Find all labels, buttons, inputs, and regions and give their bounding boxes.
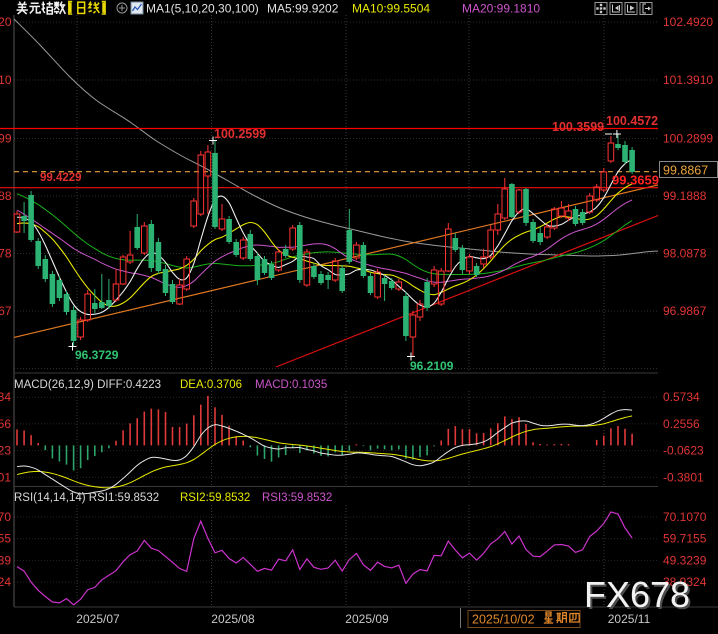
- svg-text:102.4920: 102.4920: [663, 15, 713, 29]
- svg-text:70.1070: 70.1070: [0, 510, 11, 524]
- svg-text:2025/11: 2025/11: [608, 612, 651, 626]
- svg-text:100.3599: 100.3599: [552, 120, 604, 134]
- svg-text:59.7155: 59.7155: [0, 532, 11, 546]
- svg-text:96.2109: 96.2109: [410, 359, 454, 373]
- svg-text:99.1888: 99.1888: [0, 189, 12, 203]
- svg-text:MACD:0.1035: MACD:0.1035: [255, 379, 327, 391]
- svg-text:100.4572: 100.4572: [606, 114, 658, 128]
- svg-text:FX678: FX678: [584, 574, 690, 615]
- svg-text:RSI3:59.8532: RSI3:59.8532: [262, 492, 332, 504]
- svg-text:MA5:99.9202: MA5:99.9202: [267, 2, 339, 16]
- svg-text:49.3239: 49.3239: [0, 553, 11, 567]
- svg-text:0.2556: 0.2556: [663, 417, 700, 431]
- svg-text:DEA:0.3706: DEA:0.3706: [180, 379, 242, 391]
- svg-text:99.1888: 99.1888: [663, 189, 707, 203]
- svg-text:96.9867: 96.9867: [663, 304, 707, 318]
- svg-text:-0.0623: -0.0623: [663, 444, 704, 458]
- svg-text:99.3659: 99.3659: [612, 173, 659, 188]
- svg-text:100.2899: 100.2899: [0, 132, 12, 146]
- svg-text:102.4920: 102.4920: [0, 15, 12, 29]
- svg-text:100.2599: 100.2599: [214, 127, 266, 141]
- svg-text:0.5734: 0.5734: [663, 390, 700, 404]
- svg-text:MA20:99.1810: MA20:99.1810: [462, 2, 540, 16]
- svg-text:2025/09: 2025/09: [345, 612, 389, 626]
- svg-text:2025/07: 2025/07: [76, 612, 120, 626]
- svg-text:MA1(5,10,20,30,100): MA1(5,10,20,30,100): [146, 2, 259, 16]
- svg-text:2025/08: 2025/08: [211, 612, 255, 626]
- svg-text:100.2899: 100.2899: [663, 132, 713, 146]
- svg-text:49.3239: 49.3239: [663, 553, 707, 567]
- svg-text:0.2556: 0.2556: [0, 417, 11, 431]
- svg-text:59.7155: 59.7155: [663, 532, 707, 546]
- svg-text:2025/10/02: 2025/10/02: [472, 613, 535, 627]
- svg-text:99.4229: 99.4229: [40, 172, 82, 184]
- svg-text:-0.3801: -0.3801: [0, 470, 11, 484]
- svg-text:98.0878: 98.0878: [0, 247, 12, 261]
- svg-text:RSI(14,14,14) RSI1:59.8532: RSI(14,14,14) RSI1:59.8532: [14, 492, 159, 504]
- svg-text:96.3729: 96.3729: [75, 348, 119, 362]
- svg-text:70.1070: 70.1070: [663, 510, 707, 524]
- svg-text:MACD(26,12,9) DIFF:0.4223: MACD(26,12,9) DIFF:0.4223: [14, 379, 161, 391]
- svg-text:98.0878: 98.0878: [663, 247, 707, 261]
- svg-text:-0.0623: -0.0623: [0, 444, 11, 458]
- svg-text:101.3910: 101.3910: [0, 73, 12, 87]
- svg-text:MA10:99.5504: MA10:99.5504: [352, 2, 430, 16]
- svg-text:101.3910: 101.3910: [663, 73, 713, 87]
- svg-text:99.8867: 99.8867: [663, 164, 708, 178]
- svg-text:38.9324: 38.9324: [0, 575, 11, 589]
- svg-text:-0.3801: -0.3801: [663, 470, 704, 484]
- svg-text:0.5734: 0.5734: [0, 390, 11, 404]
- svg-text:96.9867: 96.9867: [0, 304, 12, 318]
- svg-text:RSI2:59.8532: RSI2:59.8532: [180, 492, 250, 504]
